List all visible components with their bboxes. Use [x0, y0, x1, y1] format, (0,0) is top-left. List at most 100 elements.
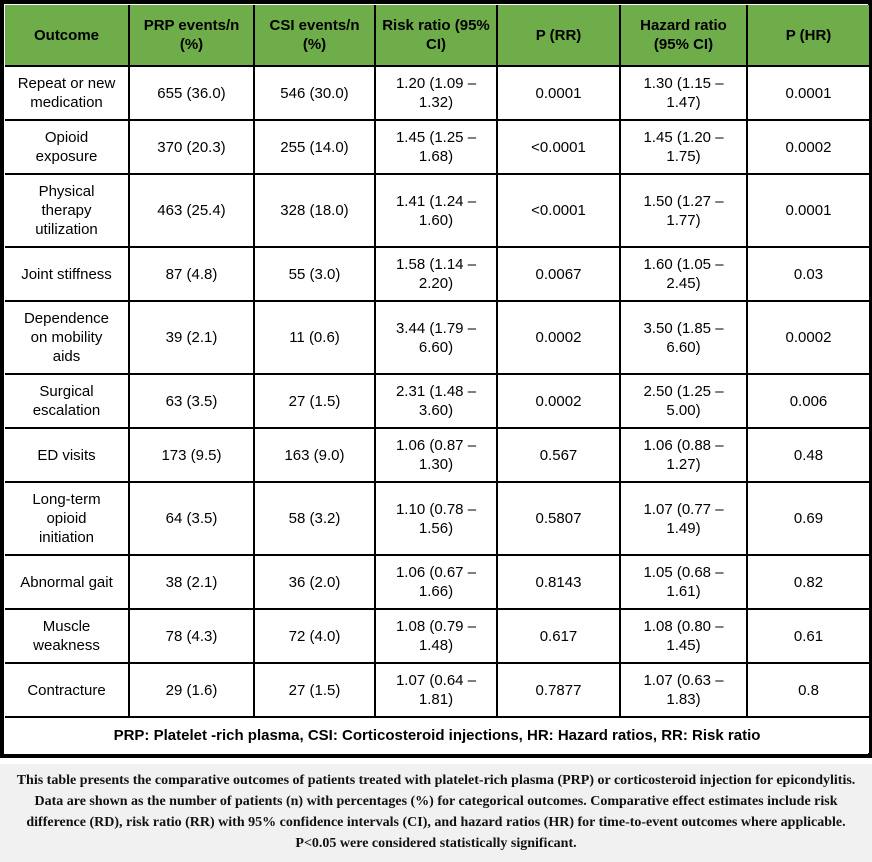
csi-events-cell: 72 (4.0): [253, 608, 376, 664]
p-rr-cell: 0.5807: [496, 481, 621, 556]
table-caption: This table presents the comparative outc…: [0, 764, 872, 862]
prp-events-cell: 370 (20.3): [128, 119, 255, 175]
table-row: Abnormal gait 38 (2.1) 36 (2.0) 1.06 (0.67 …: [5, 554, 869, 610]
p-hr-cell: 0.0001: [746, 65, 869, 121]
prp-events-cell: 78 (4.3): [128, 608, 255, 664]
table-row: Muscle weakness 78 (4.3) 72 (4.0) 1.08 (0.7…: [5, 608, 869, 664]
footnote-row: PRP: Platelet -rich plasma, CSI: Cortico…: [5, 716, 869, 753]
p-rr-cell: 0.567: [496, 427, 621, 483]
risk-ratio-cell: 2.31 (1.48 – 3.60): [374, 373, 498, 429]
csi-events-cell: 27 (1.5): [253, 662, 376, 718]
table-row: Surgical escalation 63 (3.5) 27 (1.5) 2.31 …: [5, 373, 869, 429]
risk-ratio-cell: 1.41 (1.24 – 1.60): [374, 173, 498, 248]
column-header-prp-events: PRP events/n (%): [128, 5, 255, 67]
column-header-p-rr: P (RR): [496, 5, 621, 67]
outcome-cell: Contracture: [5, 662, 130, 718]
csi-events-cell: 27 (1.5): [253, 373, 376, 429]
p-hr-cell: 0.0002: [746, 119, 869, 175]
table-row: Physical therapy utilization 463 (25.4) 32…: [5, 173, 869, 248]
column-header-p-hr: P (HR): [746, 5, 869, 67]
risk-ratio-cell: 1.07 (0.64 – 1.81): [374, 662, 498, 718]
hazard-ratio-cell: 1.30 (1.15 – 1.47): [619, 65, 748, 121]
p-hr-cell: 0.8: [746, 662, 869, 718]
column-header-csi-events: CSI events/n (%): [253, 5, 376, 67]
outcome-cell: ED visits: [5, 427, 130, 483]
hazard-ratio-cell: 1.07 (0.77 – 1.49): [619, 481, 748, 556]
p-hr-cell: 0.61: [746, 608, 869, 664]
p-rr-cell: 0.0002: [496, 373, 621, 429]
csi-events-cell: 55 (3.0): [253, 246, 376, 302]
outcome-cell: Long-term opioid initiation: [5, 481, 130, 556]
table-row: ED visits 173 (9.5) 163 (9.0) 1.06 (0.87 – …: [5, 427, 869, 483]
p-rr-cell: 0.617: [496, 608, 621, 664]
risk-ratio-cell: 1.08 (0.79 – 1.48): [374, 608, 498, 664]
csi-events-cell: 255 (14.0): [253, 119, 376, 175]
risk-ratio-cell: 1.20 (1.09 – 1.32): [374, 65, 498, 121]
hazard-ratio-cell: 1.05 (0.68 – 1.61): [619, 554, 748, 610]
abbreviations-footnote: PRP: Platelet -rich plasma, CSI: Cortico…: [5, 716, 869, 753]
risk-ratio-cell: 1.45 (1.25 – 1.68): [374, 119, 498, 175]
risk-ratio-cell: 3.44 (1.79 – 6.60): [374, 300, 498, 375]
p-rr-cell: 0.7877: [496, 662, 621, 718]
outcome-cell: Dependence on mobility aids: [5, 300, 130, 375]
p-rr-cell: 0.0001: [496, 65, 621, 121]
table-row: Repeat or new medication 655 (36.0) 546 (3…: [5, 65, 869, 121]
hazard-ratio-cell: 2.50 (1.25 – 5.00): [619, 373, 748, 429]
outcome-cell: Physical therapy utilization: [5, 173, 130, 248]
prp-events-cell: 38 (2.1): [128, 554, 255, 610]
outcome-cell: Muscle weakness: [5, 608, 130, 664]
p-rr-cell: 0.0067: [496, 246, 621, 302]
p-rr-cell: 0.0002: [496, 300, 621, 375]
prp-events-cell: 64 (3.5): [128, 481, 255, 556]
outcome-cell: Joint stiffness: [5, 246, 130, 302]
csi-events-cell: 36 (2.0): [253, 554, 376, 610]
hazard-ratio-cell: 1.07 (0.63 – 1.83): [619, 662, 748, 718]
column-header-risk-ratio: Risk ratio (95% CI): [374, 5, 498, 67]
hazard-ratio-cell: 1.50 (1.27 – 1.77): [619, 173, 748, 248]
prp-events-cell: 39 (2.1): [128, 300, 255, 375]
hazard-ratio-cell: 1.60 (1.05 – 2.45): [619, 246, 748, 302]
prp-events-cell: 173 (9.5): [128, 427, 255, 483]
prp-events-cell: 63 (3.5): [128, 373, 255, 429]
risk-ratio-cell: 1.58 (1.14 – 2.20): [374, 246, 498, 302]
outcome-cell: Repeat or new medication: [5, 65, 130, 121]
hazard-ratio-cell: 3.50 (1.85 – 6.60): [619, 300, 748, 375]
p-hr-cell: 0.48: [746, 427, 869, 483]
p-rr-cell: <0.0001: [496, 173, 621, 248]
table-row: Dependence on mobility aids 39 (2.1) 11 (0…: [5, 300, 869, 375]
csi-events-cell: 546 (30.0): [253, 65, 376, 121]
prp-events-cell: 29 (1.6): [128, 662, 255, 718]
outcome-cell: Surgical escalation: [5, 373, 130, 429]
p-rr-cell: <0.0001: [496, 119, 621, 175]
csi-events-cell: 11 (0.6): [253, 300, 376, 375]
prp-events-cell: 463 (25.4): [128, 173, 255, 248]
p-rr-cell: 0.8143: [496, 554, 621, 610]
risk-ratio-cell: 1.06 (0.67 – 1.66): [374, 554, 498, 610]
hazard-ratio-cell: 1.45 (1.20 – 1.75): [619, 119, 748, 175]
p-hr-cell: 0.69: [746, 481, 869, 556]
p-hr-cell: 0.0001: [746, 173, 869, 248]
column-header-hazard-ratio: Hazard ratio (95% CI): [619, 5, 748, 67]
outcomes-table-frame: Outcome PRP events/n (%) CSI events/n (%) R…: [0, 0, 872, 758]
csi-events-cell: 328 (18.0): [253, 173, 376, 248]
p-hr-cell: 0.03: [746, 246, 869, 302]
outcome-cell: Opioid exposure: [5, 119, 130, 175]
table-row: Long-term opioid initiation 64 (3.5) 58 (3…: [5, 481, 869, 556]
outcome-cell: Abnormal gait: [5, 554, 130, 610]
prp-events-cell: 655 (36.0): [128, 65, 255, 121]
p-hr-cell: 0.82: [746, 554, 869, 610]
risk-ratio-cell: 1.10 (0.78 – 1.56): [374, 481, 498, 556]
header-row: Outcome PRP events/n (%) CSI events/n (%) R…: [5, 5, 869, 67]
hazard-ratio-cell: 1.08 (0.80 – 1.45): [619, 608, 748, 664]
prp-events-cell: 87 (4.8): [128, 246, 255, 302]
p-hr-cell: 0.0002: [746, 300, 869, 375]
risk-ratio-cell: 1.06 (0.87 – 1.30): [374, 427, 498, 483]
csi-events-cell: 58 (3.2): [253, 481, 376, 556]
column-header-outcome: Outcome: [5, 5, 130, 67]
p-hr-cell: 0.006: [746, 373, 869, 429]
table-row: Opioid exposure 370 (20.3) 255 (14.0) 1.45 …: [5, 119, 869, 175]
csi-events-cell: 163 (9.0): [253, 427, 376, 483]
outcomes-table: Outcome PRP events/n (%) CSI events/n (%) R…: [5, 5, 869, 753]
table-row: Contracture 29 (1.6) 27 (1.5) 1.07 (0.64 – …: [5, 662, 869, 718]
